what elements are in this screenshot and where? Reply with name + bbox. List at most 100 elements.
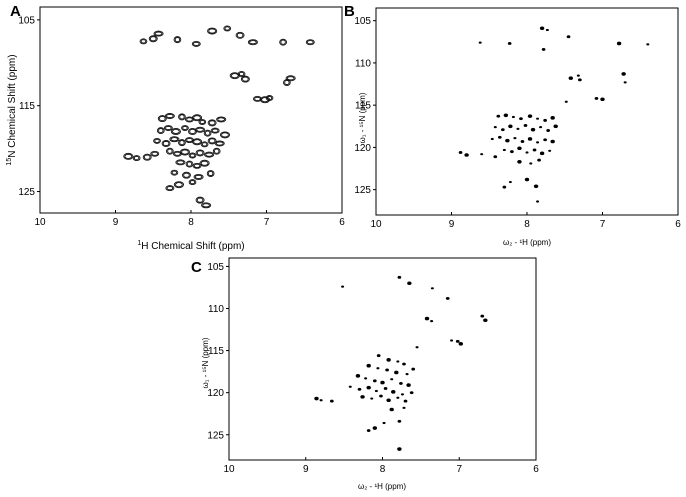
panel-a-peak-inner (154, 31, 163, 36)
panel-a-peak-inner (214, 148, 220, 154)
panel-b-peak (513, 137, 517, 140)
panel-a-peak-inner (124, 153, 133, 159)
panel-b-ytick-label: 115 (355, 101, 371, 112)
panel-b-peak (543, 118, 547, 122)
panel-c-peak (372, 426, 378, 430)
panel-c-ytick-label: 110 (208, 304, 224, 315)
panel-a-peak-inner (171, 170, 178, 175)
panel-b-peak (566, 35, 571, 39)
panel-a-peak-inner (196, 150, 204, 156)
panel-b-peak (532, 148, 537, 152)
panel-c-peak (430, 287, 434, 290)
panel-a-peak-inner (172, 128, 180, 135)
panel-b-peak (578, 78, 582, 82)
panel-a-peak (150, 150, 160, 157)
panel-a-peak (163, 125, 173, 131)
panel-c-peak (411, 367, 416, 371)
panel-c-letter: C (191, 259, 202, 276)
panel-c-xtick-label: 10 (223, 464, 235, 475)
panel-c-xtick-label: 9 (303, 464, 309, 475)
panel-b-peak (550, 116, 555, 120)
panel-b-peak (527, 137, 533, 141)
panel-b-xtick-label: 10 (370, 219, 382, 230)
panel-a-peak-inner (236, 32, 244, 38)
panel-c-peak (386, 358, 391, 362)
panel-a-peak (142, 153, 152, 161)
panel-b-peak (464, 153, 469, 157)
panel-c-peak (458, 342, 463, 346)
panel-b-peak (480, 153, 484, 156)
panel-b-peak (508, 180, 512, 184)
panel-a-peak (212, 147, 221, 155)
panel-a-peak-inner (205, 152, 213, 157)
panel-a-peak (195, 196, 205, 204)
panel-a-peak (240, 75, 250, 83)
panel-b-peak (516, 127, 520, 130)
panel-c: C 10 9 8 7 6 105 110 115 120 125 ω₂ - ¹H (ppm) ω₁… (191, 257, 539, 491)
panel-b-peak (525, 151, 529, 154)
panel-a-peak (214, 140, 225, 147)
panel-a-peak-inner (238, 71, 245, 76)
panel-c-peak (396, 360, 400, 363)
panel-b-ytick-label: 125 (354, 185, 371, 196)
panel-c-peak (329, 399, 334, 403)
panel-b-peak (500, 128, 505, 132)
panel-c-peak (396, 396, 400, 399)
panel-a-xlabel: 1H Chemical Shift (ppm) (137, 240, 244, 252)
panel-a-peak (178, 139, 186, 147)
panel-c-peak (394, 370, 399, 375)
panel-a-peak-inner (202, 203, 210, 208)
panel-a-xtick-label: 8 (188, 217, 194, 228)
panel-a-xtick-label: 10 (34, 217, 46, 228)
panel-c-xlabel: ω₂ - ¹H (ppm) (358, 482, 406, 491)
panel-a-peak (156, 127, 165, 135)
panel-a-peak-inner (175, 182, 183, 188)
panel-a-peak-inner (166, 113, 174, 119)
panel-a-ticks: 10 9 8 7 6 105 115 125 (18, 15, 345, 228)
panel-c-ylabel: ω₁ - ¹⁵N (ppm) (201, 337, 210, 388)
panel-b-peak (523, 123, 528, 127)
panel-c-peak (386, 398, 391, 403)
panel-b-peak (568, 76, 573, 80)
panel-c-ytick-label: 105 (207, 262, 224, 273)
panel-b-peak (530, 127, 536, 132)
panel-c-peak (383, 387, 388, 390)
panel-a-peak-inner (170, 137, 179, 142)
panel-b-peak (517, 159, 522, 164)
panel-a-peak (188, 152, 197, 159)
panel-a-peak (235, 31, 245, 39)
panel-c-peak (348, 385, 352, 388)
panel-a-peak (237, 70, 246, 77)
panel-a-peak (219, 131, 231, 139)
panel-a-peak (165, 185, 175, 192)
panel-a-peak-inner (174, 151, 181, 156)
panel-c-peak (430, 320, 434, 323)
panel-b-peak (533, 184, 539, 189)
panel-a-peak (285, 75, 296, 82)
panel-a-peak (207, 137, 217, 145)
panel-b-peak (493, 155, 498, 159)
panel-a-peak-inner (284, 79, 290, 86)
panel-c-peak (402, 362, 406, 366)
panel-a-peak (178, 113, 186, 121)
panel-c-peak (374, 389, 378, 393)
panel-a-peak-inner (158, 128, 164, 134)
panel-c-peak (450, 339, 454, 342)
panel-a-xtick-label: 7 (264, 217, 270, 228)
panel-b: B 10 9 8 7 6 105 110 115 120 125 ω₂ - ¹H (ppm) ω₁… (344, 3, 681, 247)
panel-a-peak-inner (217, 117, 226, 122)
panel-a-peak (179, 148, 191, 156)
panel-a-peak-inner (307, 40, 314, 45)
panel-a-peak-inner (221, 132, 229, 138)
panel-b-xtick-label: 7 (600, 219, 606, 230)
panel-a-peak-inner (189, 180, 196, 185)
panel-b-peak (519, 117, 523, 121)
panel-b-peak (539, 26, 545, 31)
panel-a-peak-inner (207, 170, 214, 177)
panel-a-peak-inner (215, 141, 224, 146)
panel-c-xtick-label: 6 (533, 464, 539, 475)
panel-a-peak-inner (193, 139, 201, 145)
panel-a-peak (169, 136, 180, 143)
panel-a-peak-inner (186, 117, 193, 122)
